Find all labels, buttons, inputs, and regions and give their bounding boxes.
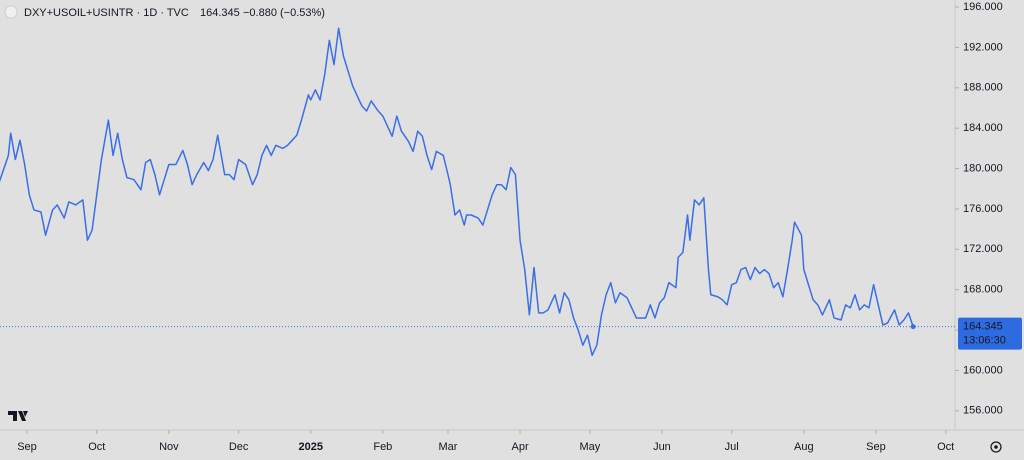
y-tick-label: 184.000 [963, 122, 1003, 134]
last-price-box [958, 317, 1022, 350]
tv-logo [8, 411, 28, 421]
x-tick-label: Nov [159, 441, 179, 453]
countdown-label: 13:06:30 [963, 334, 1006, 346]
x-tick-label: Sep [866, 441, 886, 453]
x-tick-label: 2025 [298, 441, 322, 453]
symbol-icon[interactable] [4, 5, 18, 19]
y-tick-label: 156.000 [963, 405, 1003, 417]
y-tick-label: 196.000 [963, 1, 1003, 13]
x-tick-label: Jun [653, 441, 671, 453]
settings-icon[interactable] [990, 441, 1002, 453]
y-tick-label: 180.000 [963, 162, 1003, 174]
x-tick-label: Mar [438, 441, 457, 453]
header-change: −0.880 (−0.53%) [243, 7, 325, 19]
header-price: 164.345 [200, 7, 240, 19]
y-tick-label: 188.000 [963, 82, 1003, 94]
y-tick-label: 176.000 [963, 203, 1003, 215]
x-tick-label: Apr [512, 441, 529, 453]
x-tick-label: May [579, 441, 600, 453]
last-price-label: 164.345 [963, 320, 1003, 332]
x-tick-label: Aug [794, 441, 814, 453]
x-tick-label: Oct [937, 441, 954, 453]
x-tick-label: Feb [373, 441, 392, 453]
x-tick-label: Jul [725, 441, 739, 453]
x-tick-label: Sep [17, 441, 37, 453]
x-tick-label: Dec [229, 441, 249, 453]
symbol-title: DXY+USOIL+USINTR · 1D · TVC [24, 7, 189, 19]
y-tick-label: 172.000 [963, 243, 1003, 255]
last-price-dot [910, 324, 916, 330]
x-tick-label: Oct [88, 441, 105, 453]
y-tick-label: 168.000 [963, 284, 1003, 296]
y-tick-label: 192.000 [963, 41, 1003, 53]
price-line [0, 27, 914, 357]
y-tick-label: 160.000 [963, 364, 1003, 376]
